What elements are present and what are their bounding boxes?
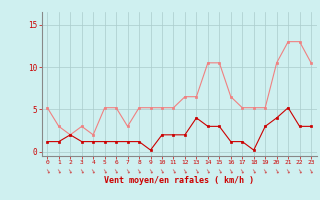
Text: $\downarrow$: $\downarrow$ [260,167,270,177]
Text: $\downarrow$: $\downarrow$ [272,167,282,177]
Text: $\downarrow$: $\downarrow$ [237,167,247,177]
Text: $\downarrow$: $\downarrow$ [169,167,178,177]
Text: $\downarrow$: $\downarrow$ [295,167,304,177]
Text: $\downarrow$: $\downarrow$ [88,167,98,177]
Text: $\downarrow$: $\downarrow$ [100,167,109,177]
X-axis label: Vent moyen/en rafales ( km/h ): Vent moyen/en rafales ( km/h ) [104,176,254,185]
Text: $\downarrow$: $\downarrow$ [123,167,132,177]
Text: $\downarrow$: $\downarrow$ [249,167,259,177]
Text: $\downarrow$: $\downarrow$ [214,167,224,177]
Text: $\downarrow$: $\downarrow$ [43,167,52,177]
Text: $\downarrow$: $\downarrow$ [283,167,293,177]
Text: $\downarrow$: $\downarrow$ [134,167,144,177]
Text: $\downarrow$: $\downarrow$ [192,167,201,177]
Text: $\downarrow$: $\downarrow$ [146,167,156,177]
Text: $\downarrow$: $\downarrow$ [77,167,87,177]
Text: $\downarrow$: $\downarrow$ [180,167,190,177]
Text: $\downarrow$: $\downarrow$ [65,167,75,177]
Text: $\downarrow$: $\downarrow$ [203,167,213,177]
Text: $\downarrow$: $\downarrow$ [111,167,121,177]
Text: $\downarrow$: $\downarrow$ [226,167,236,177]
Text: $\downarrow$: $\downarrow$ [54,167,64,177]
Text: $\downarrow$: $\downarrow$ [306,167,316,177]
Text: $\downarrow$: $\downarrow$ [157,167,167,177]
